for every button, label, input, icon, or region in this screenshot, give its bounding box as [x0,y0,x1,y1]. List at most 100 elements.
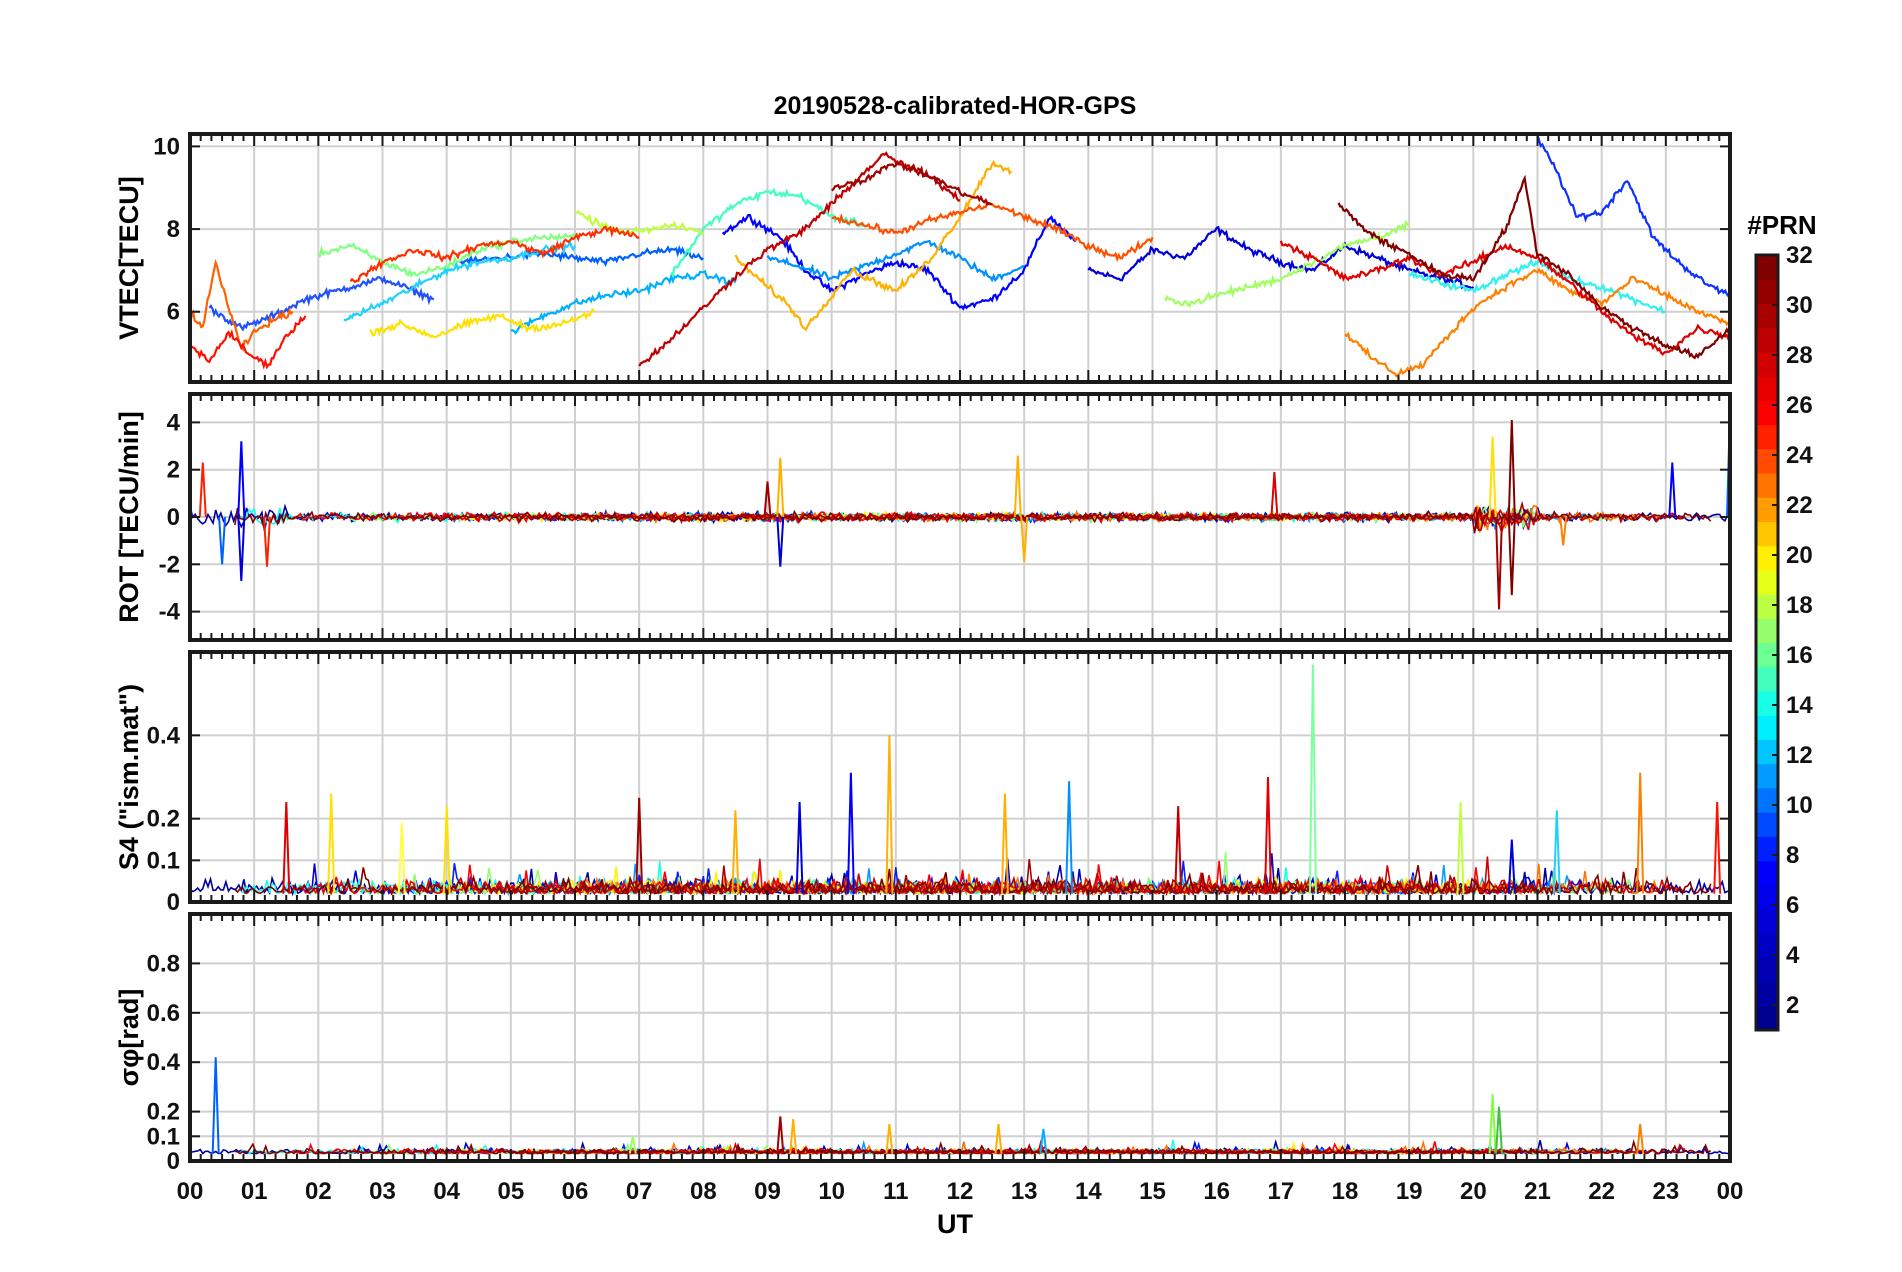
x-tick-label: 06 [562,1178,589,1205]
y-tick-label: 0.4 [147,1049,181,1076]
y-axis-label-sigma_phi: σφ[rad] [114,989,144,1087]
colorbar-segment [1756,981,1778,1007]
spike-mark [327,793,336,894]
x-tick-label: 18 [1332,1178,1359,1205]
x-tick-label: 03 [369,1178,396,1205]
y-tick-label: 6 [167,299,180,326]
spike-mark [776,1116,785,1154]
colorbar-segment [1756,957,1778,983]
colorbar-segment [1756,642,1778,668]
colorbar-segment [1756,400,1778,426]
panel-sigma_phi: 00.10.2 0.4 0.6 0.8σφ[rad] [114,912,1732,1175]
colorbar-segment [1756,812,1778,837]
colorbar-segment [1756,327,1778,353]
y-tick-label: 0 [167,1148,180,1175]
x-tick-label: 01 [241,1178,268,1205]
colorbar-frame [1754,253,1780,1032]
x-tick-label: 15 [1139,1178,1166,1205]
spike-mark [795,801,804,894]
series-prn-32 [234,1139,1712,1156]
colorbar-segment [1756,618,1778,644]
spike-mark [1000,793,1009,894]
spike-mark [776,516,785,567]
series-prn-28 [190,315,307,370]
spike-mark [1270,472,1279,518]
colorbar-segment [1756,376,1778,401]
x-tick-label: 21 [1524,1178,1551,1205]
spike-mark [1668,462,1677,518]
spike-mark [789,1118,798,1154]
spike-mark [198,462,207,518]
panel-vtec: 6 8 10 VTEC[TECU] [114,132,1732,384]
series-prn-32 [234,865,1712,897]
x-tick-label: 04 [433,1178,460,1205]
colorbar-segment [1756,351,1778,377]
colorbar-tick-label: 18 [1786,592,1813,619]
spike-mark [1507,516,1516,596]
spike-mark [1039,1128,1048,1154]
x-axis-label: UT [937,1209,973,1239]
colorbar-segment [1756,545,1778,571]
spike-mark [846,772,855,894]
colorbar-segment [1756,860,1778,886]
spike-mark [1456,801,1465,894]
colorbar-tick-label: 28 [1786,342,1813,369]
spike-mark [1552,810,1561,894]
colorbar-tick-label: 6 [1786,892,1799,919]
colorbar-segment [1756,763,1778,789]
colorbar-segment [1756,787,1778,813]
spike-mark [763,481,772,518]
colorbar-segment [1756,715,1778,740]
x-tick-label: 14 [1075,1178,1102,1205]
colorbar-tick-label: 30 [1786,292,1813,319]
colorbar-segment [1756,448,1778,474]
spike-mark [885,735,894,894]
series-prn-11 [343,240,577,322]
series-prn-30 [510,500,1538,531]
series-prn-29 [1279,240,1730,357]
spike-mark [442,806,451,894]
y-tick-label: 0.2 [147,1099,180,1126]
x-tick-label: 12 [947,1178,974,1205]
colorbar-segment [1756,884,1778,910]
plot-area-vtec [190,134,1730,378]
series-prn-12 [1408,257,1666,314]
x-tick-label: 20 [1460,1178,1487,1205]
colorbar-tick-label: 4 [1786,942,1800,969]
colorbar-segment [1756,933,1778,958]
y-tick-label: 0.8 [147,950,180,977]
spike-mark [1507,419,1516,518]
colorbar-tick-label: 8 [1786,842,1799,869]
x-tick-label: 16 [1203,1178,1230,1205]
spike-mark [1559,516,1568,546]
colorbar-tick-label: 20 [1786,542,1813,569]
panel-rot: -4 -2 0 2 4 ROT [TECU/min] [114,392,1732,642]
y-tick-label: 0.6 [147,1000,180,1027]
y-axis-label-vtec: VTEC[TECU] [114,176,144,340]
colorbar-segment [1756,521,1778,547]
colorbar-segment [1756,569,1778,595]
spike-mark [885,1123,894,1154]
x-tick-label: 19 [1396,1178,1423,1205]
colorbar-segment [1756,594,1778,619]
x-tick-label: 08 [690,1178,717,1205]
plot-area-rot [190,410,1730,610]
colorbar-segment [1756,666,1778,692]
y-tick-label: 10 [153,133,180,160]
x-tick-label: 13 [1011,1178,1038,1205]
colorbar-segment [1756,303,1778,329]
plot-area-s4 [190,664,1730,897]
x-tick-label: 10 [818,1178,845,1205]
x-tick-label: 17 [1267,1178,1294,1205]
spike-mark [237,441,246,518]
y-tick-label: 0.2 [147,806,180,833]
spike-mark [1713,801,1722,894]
spike-mark [628,1136,637,1154]
colorbar-tick-label: 26 [1786,392,1813,419]
x-tick-label: 09 [754,1178,781,1205]
spike-mark [1488,1094,1497,1154]
colorbar-tick-label: 2 [1786,992,1799,1019]
spike-mark [1636,1123,1645,1154]
